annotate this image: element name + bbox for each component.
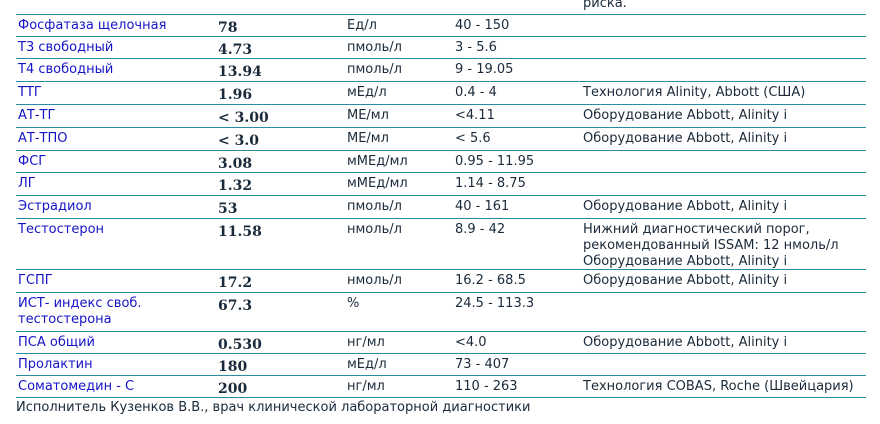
note: Оборудование Abbott, Alinity i: [583, 108, 788, 123]
reference-range: 9 - 19.05: [455, 62, 514, 77]
reference-range: 110 - 263: [455, 379, 518, 394]
result-value: 11.58: [218, 224, 262, 240]
test-name: Эстрадиол: [18, 199, 92, 214]
test-name: ГСПГ: [18, 273, 53, 288]
test-name: ПСА общий: [18, 335, 95, 350]
result-value: 53: [218, 201, 238, 217]
result-value: < 3.00: [218, 110, 269, 126]
unit: нг/мл: [347, 379, 385, 394]
unit: МЕ/мл: [347, 131, 389, 146]
note: Оборудование Abbott, Alinity i: [583, 199, 788, 214]
test-name: Тестостерон: [18, 222, 105, 237]
unit: пмоль/л: [347, 199, 402, 214]
reference-range: 0.95 - 11.95: [455, 154, 535, 169]
performer-signature: Исполнитель Кузенков В.В., врач клиничес…: [16, 400, 531, 415]
reference-range: 24.5 - 113.3: [455, 296, 535, 311]
table-row: ТТГ 1.96 мЕд/л 0.4 - 4 Технология Alinity, A…: [16, 82, 866, 105]
reference-range: <4.0: [455, 335, 487, 350]
unit: нг/мл: [347, 335, 385, 350]
unit: пмоль/л: [347, 62, 402, 77]
unit: мЕд/л: [347, 357, 387, 372]
result-value: < 3.0: [218, 133, 259, 149]
result-value: 4.73: [218, 42, 253, 58]
note: Оборудование Abbott, Alinity i: [583, 335, 788, 350]
result-value: 13.94: [218, 64, 262, 80]
result-value: 67.3: [218, 298, 253, 314]
table-row: АТ-ТГ < 3.00 МЕ/мл <4.11 Оборудование Abbott…: [16, 105, 866, 128]
table-row: Пролактин 180 мЕд/л 73 - 407: [16, 354, 866, 376]
unit: %: [347, 296, 360, 311]
reference-range: 40 - 161: [455, 199, 510, 214]
test-name: Пролактин: [18, 357, 93, 372]
test-name: Т3 свободный: [18, 40, 114, 55]
unit: МЕ/мл: [347, 108, 389, 123]
note: Технология Alinity, Abbott (США): [583, 85, 806, 100]
reference-range: 0.4 - 4: [455, 85, 497, 100]
reference-range: < 5.6: [455, 131, 491, 146]
table-row: ПСА общий 0.530 нг/мл <4.0 Оборудование Abbo…: [16, 332, 866, 354]
test-name: Фосфатаза щелочная: [18, 18, 167, 33]
table-row: Тестостерон 11.58 нмоль/л 8.9 - 42 Нижний ди…: [16, 219, 866, 270]
table-row: ИСТ- индекс своб. тестостерона 67.3% 24.5 …: [16, 293, 866, 332]
table-row: Т3 свободный 4.73 пмоль/л 3 - 5.6: [16, 37, 866, 59]
table-row: Соматомедин - С 200 нг/мл 110 - 263 Технолог…: [16, 376, 866, 398]
note: Нижний диагностический порог, рекомендов…: [583, 222, 839, 269]
test-name: ИСТ- индекс своб. тестостерона: [18, 296, 142, 327]
table-row: Эстрадиол 53 пмоль/л 40 - 161 Оборудование A…: [16, 196, 866, 219]
note: Оборудование Abbott, Alinity i: [583, 273, 788, 288]
table-row: ГСПГ 17.2 нмоль/л 16.2 - 68.5 Оборудование A…: [16, 270, 866, 293]
reference-range: 1.14 - 8.75: [455, 176, 526, 191]
unit: мЕд/л: [347, 85, 387, 100]
reference-range: <4.11: [455, 108, 495, 123]
table-row: ЛГ 1.32 мМЕд/мл 1.14 - 8.75: [16, 173, 866, 196]
previous-row-note-tail: риска.: [583, 0, 627, 11]
unit: нмоль/л: [347, 273, 402, 288]
result-value: 78: [218, 20, 238, 36]
unit: мМЕд/мл: [347, 176, 408, 191]
table-row: АТ-ТПО < 3.0 МЕ/мл < 5.6 Оборудование Abbott…: [16, 128, 866, 151]
table-row: Т4 свободный 13.94 пмоль/л 9 - 19.05: [16, 59, 866, 82]
table-row: Фосфатаза щелочная 78 Ед/л 40 - 150: [16, 15, 866, 37]
unit: нмоль/л: [347, 222, 402, 237]
table-row: ФСГ 3.08 мМЕд/мл 0.95 - 11.95: [16, 151, 866, 173]
test-name: АТ-ТГ: [18, 108, 56, 123]
test-name: ФСГ: [18, 154, 47, 169]
note: Технология COBAS, Roche (Швейцария): [583, 379, 854, 394]
result-value: 1.32: [218, 178, 253, 194]
reference-range: 73 - 407: [455, 357, 510, 372]
result-value: 17.2: [218, 275, 253, 291]
unit: Ед/л: [347, 18, 377, 33]
note: Оборудование Abbott, Alinity i: [583, 131, 788, 146]
unit: мМЕд/мл: [347, 154, 408, 169]
reference-range: 8.9 - 42: [455, 222, 506, 237]
test-name: Соматомедин - С: [18, 379, 135, 394]
reference-range: 3 - 5.6: [455, 40, 497, 55]
result-value: 0.530: [218, 337, 262, 353]
test-name: ЛГ: [18, 176, 36, 191]
reference-range: 40 - 150: [455, 18, 510, 33]
test-name: ТТГ: [18, 85, 42, 100]
result-value: 1.96: [218, 87, 253, 103]
result-value: 3.08: [218, 156, 253, 172]
lab-results-table: Фосфатаза щелочная 78 Ед/л 40 - 150 Т3 свобо…: [16, 14, 866, 398]
reference-range: 16.2 - 68.5: [455, 273, 526, 288]
result-value: 200: [218, 381, 248, 397]
result-value: 180: [218, 359, 248, 375]
test-name: Т4 свободный: [18, 62, 114, 77]
unit: пмоль/л: [347, 40, 402, 55]
test-name: АТ-ТПО: [18, 131, 68, 146]
